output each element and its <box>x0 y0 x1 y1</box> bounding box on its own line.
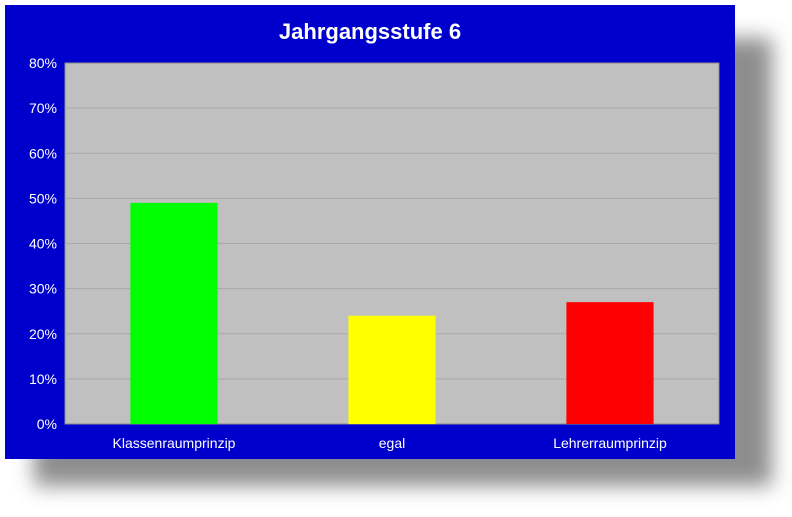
bar-lehrerraumprinzip <box>566 302 654 424</box>
x-tick-label: Lehrerraumprinzip <box>553 435 667 451</box>
y-tick-label: 20% <box>29 326 57 342</box>
chart-title: Jahrgangsstufe 6 <box>279 19 461 44</box>
y-tick-label: 70% <box>29 100 57 116</box>
y-tick-label: 60% <box>29 145 57 161</box>
y-tick-label: 0% <box>37 416 57 432</box>
x-tick-label: egal <box>379 435 405 451</box>
y-tick-label: 50% <box>29 190 57 206</box>
bar-egal <box>348 315 436 424</box>
y-tick-label: 40% <box>29 236 57 252</box>
x-axis-ticks: Klassenraumprinzip egal Lehrerraumprinzip <box>113 435 667 451</box>
bar-klassenraumprinzip <box>130 202 218 424</box>
y-tick-label: 30% <box>29 281 57 297</box>
y-tick-label: 80% <box>29 55 57 71</box>
chart-frame: Jahrgangsstufe 6 0% 10% 20% 30% 40% 50% 60% 70%… <box>5 5 735 459</box>
x-tick-label: Klassenraumprinzip <box>113 435 236 451</box>
y-axis-ticks: 0% 10% 20% 30% 40% 50% 60% 70% 80% <box>29 55 57 432</box>
y-tick-label: 10% <box>29 371 57 387</box>
bar-chart: Jahrgangsstufe 6 0% 10% 20% 30% 40% 50% 60% 70%… <box>29 19 720 451</box>
bars <box>130 202 654 424</box>
